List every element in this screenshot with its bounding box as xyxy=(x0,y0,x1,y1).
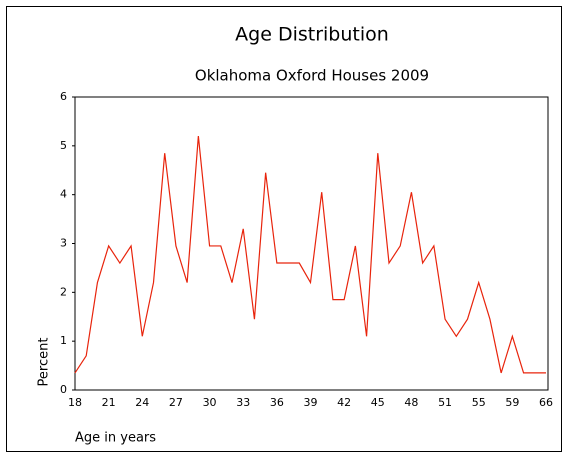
y-tick-label: 6 xyxy=(60,90,67,103)
x-tick-label: 30 xyxy=(203,396,217,409)
x-tick-label: 51 xyxy=(438,396,452,409)
y-axis-label: Percent xyxy=(37,338,52,387)
x-tick-label: 36 xyxy=(270,396,284,409)
x-tick-label: 42 xyxy=(337,396,351,409)
y-tick-label: 2 xyxy=(60,285,67,298)
x-tick-label: 33 xyxy=(236,396,250,409)
x-tick-label: 55 xyxy=(472,396,486,409)
line xyxy=(74,136,546,374)
x-tick-label: 66 xyxy=(539,396,553,409)
y-tick-label: 3 xyxy=(60,237,67,250)
y-tick-label: 1 xyxy=(60,334,67,347)
x-tick-label: 24 xyxy=(135,396,149,409)
y-tick-label: 0 xyxy=(60,383,67,396)
frame xyxy=(6,6,562,452)
y-tick-label: 5 xyxy=(60,139,67,152)
x-tick-label: 27 xyxy=(169,396,183,409)
y-tick-label: 4 xyxy=(60,188,67,201)
chart-subtitle: Oklahoma Oxford Houses 2009 xyxy=(195,67,429,85)
x-tick-label: 39 xyxy=(304,396,318,409)
x-tick-label: 59 xyxy=(505,396,519,409)
x-tick-label: 48 xyxy=(404,396,418,409)
x-axis-label: Age in years xyxy=(75,431,156,446)
x-tick-label: 18 xyxy=(68,396,82,409)
x-tick-label: 45 xyxy=(371,396,385,409)
chart-title: Age Distribution xyxy=(235,24,389,46)
x-tick-label: 21 xyxy=(102,396,116,409)
